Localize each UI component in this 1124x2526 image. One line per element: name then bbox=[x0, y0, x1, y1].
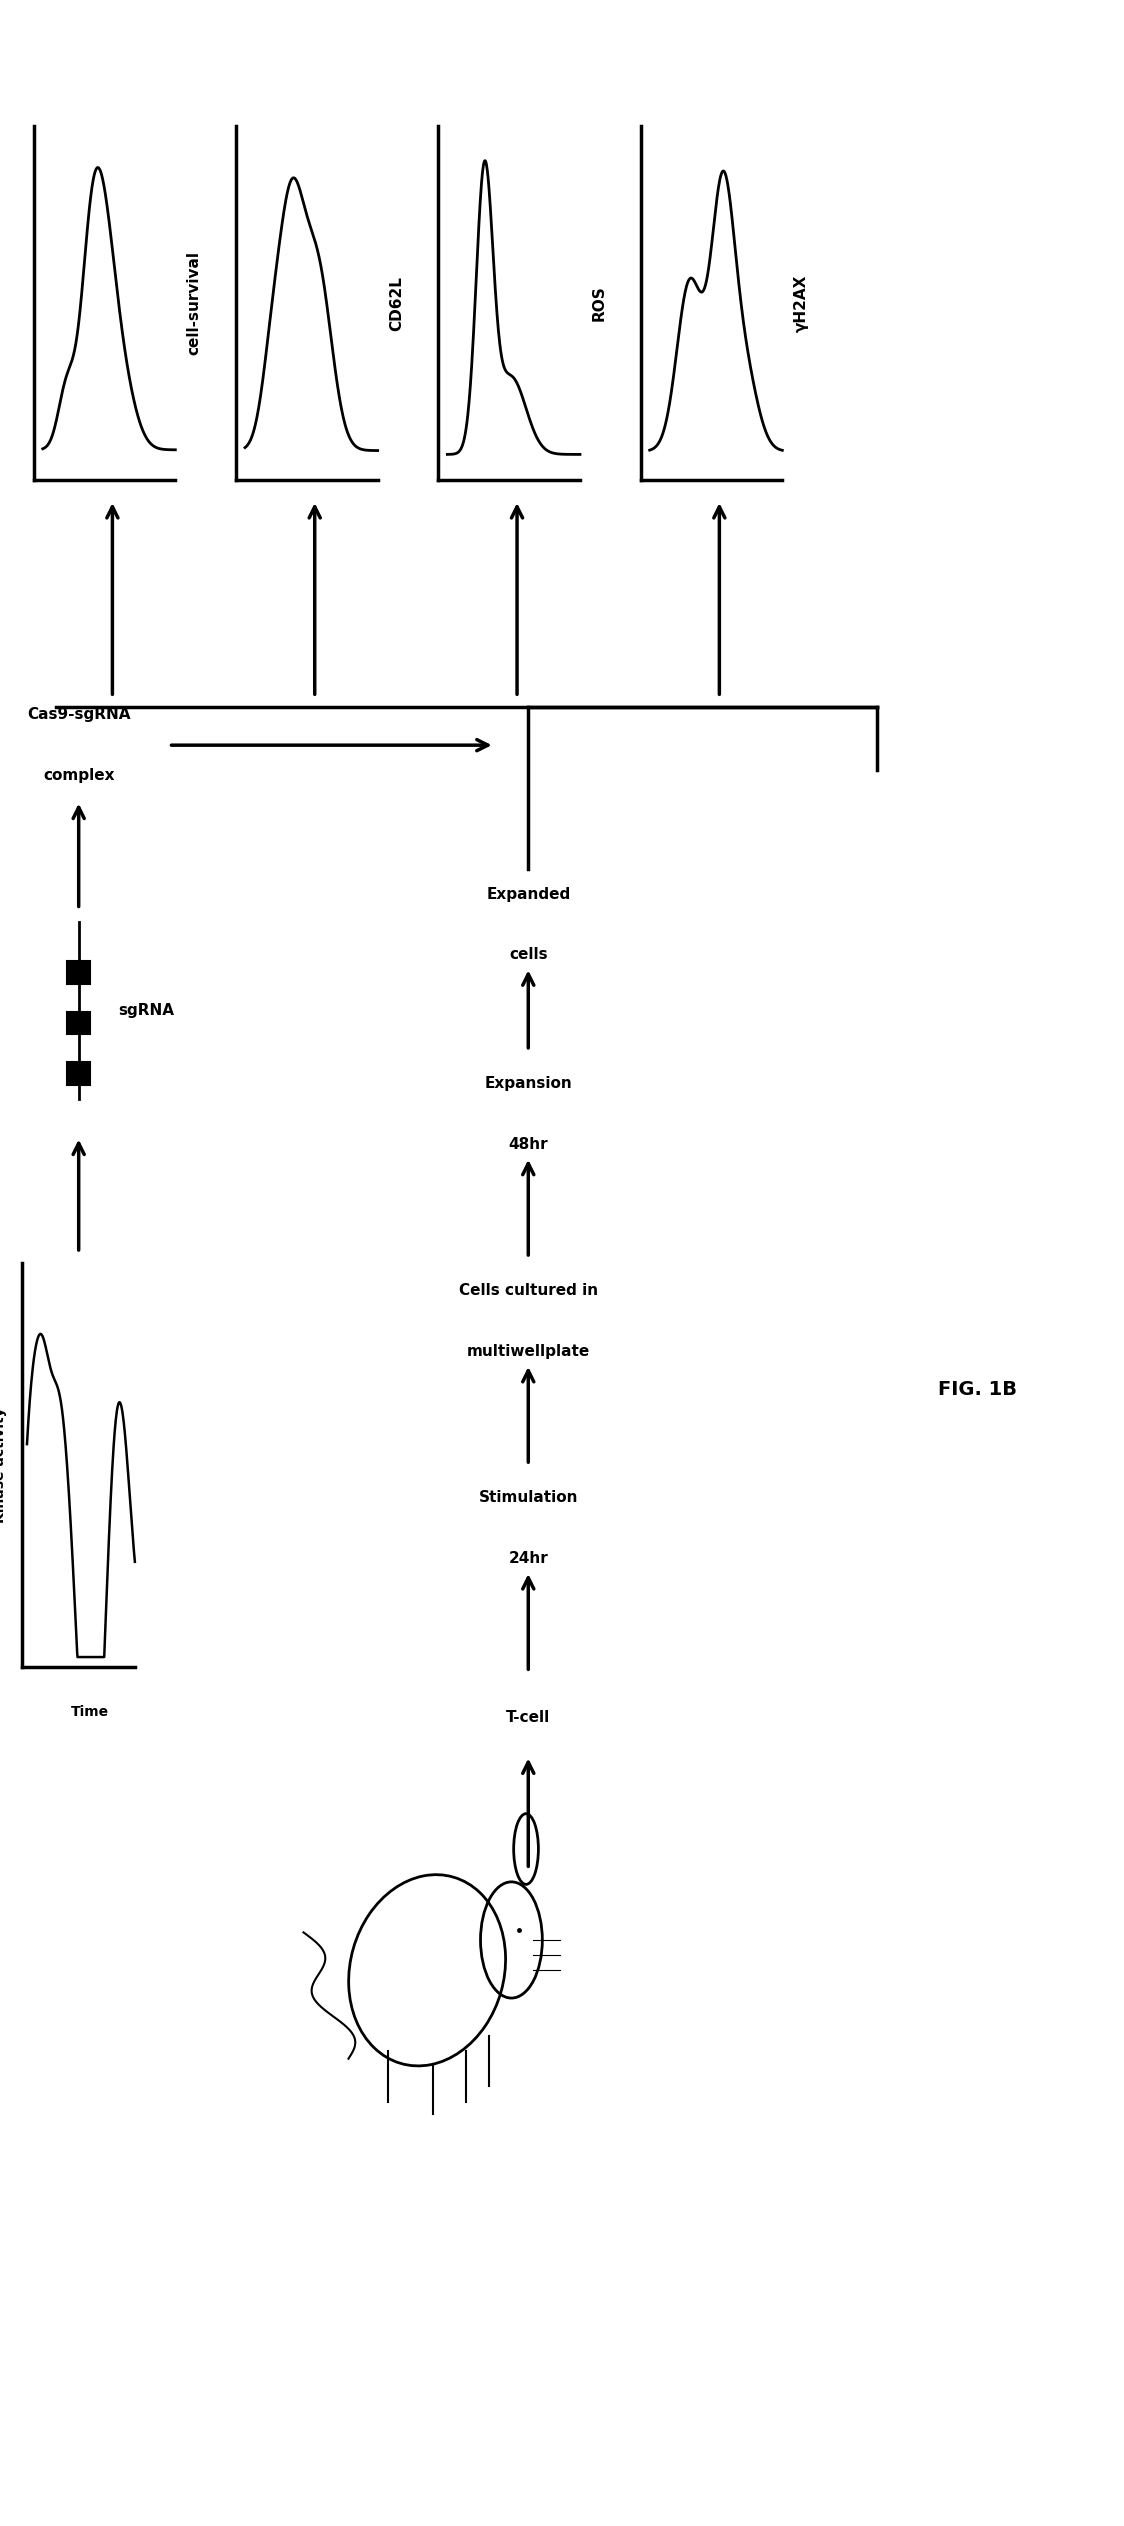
Text: Expanded: Expanded bbox=[487, 887, 570, 902]
Bar bbox=[67, 1013, 90, 1036]
Text: Kinase activity: Kinase activity bbox=[0, 1407, 7, 1523]
Bar bbox=[67, 962, 90, 983]
Text: Time: Time bbox=[71, 1705, 109, 1720]
Text: 48hr: 48hr bbox=[508, 1137, 549, 1152]
Text: FIG. 1B: FIG. 1B bbox=[939, 1379, 1017, 1399]
Text: T-cell: T-cell bbox=[506, 1710, 551, 1725]
Bar bbox=[67, 1061, 90, 1086]
Text: Stimulation: Stimulation bbox=[479, 1490, 578, 1505]
Text: multiwellplate: multiwellplate bbox=[466, 1344, 590, 1359]
Text: ROS: ROS bbox=[591, 285, 606, 321]
Text: Expansion: Expansion bbox=[484, 1076, 572, 1091]
Text: γH2AX: γH2AX bbox=[794, 275, 808, 331]
Text: 24hr: 24hr bbox=[508, 1551, 549, 1566]
Text: complex: complex bbox=[43, 768, 115, 783]
Text: sgRNA: sgRNA bbox=[118, 1003, 174, 1018]
Text: Cells cultured in: Cells cultured in bbox=[459, 1283, 598, 1298]
Text: CD62L: CD62L bbox=[389, 275, 404, 331]
Text: Cas9-sgRNA: Cas9-sgRNA bbox=[27, 707, 130, 722]
Text: cells: cells bbox=[509, 947, 547, 962]
Text: cell-survival: cell-survival bbox=[187, 250, 201, 356]
